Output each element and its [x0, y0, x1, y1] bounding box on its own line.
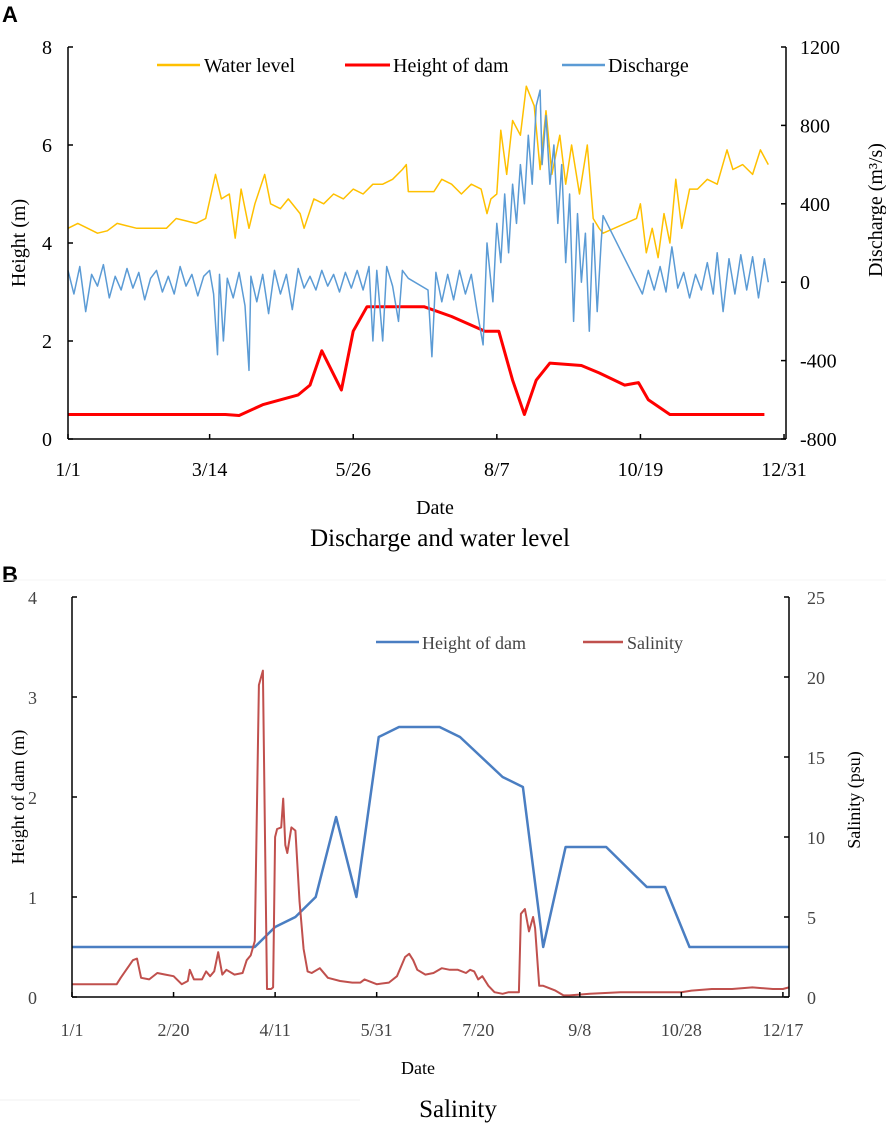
x-tick-label: 7/20 — [462, 1020, 494, 1040]
chart-a: 1/1 3/14 5/26 8/7 10/19 12/31 0 2 4 6 8 -800 -400 0 40… — [42, 37, 840, 481]
chart-b-ylabel: Height of dam (m) — [8, 730, 29, 864]
x-tick-label: 5/31 — [361, 1020, 393, 1040]
x-tick-label: 10/19 — [618, 459, 664, 481]
series-line-water-level — [67, 85, 769, 259]
x-tick-label: 12/17 — [762, 1020, 803, 1040]
series-line-salinity — [72, 669, 790, 997]
y2-tick-label: -400 — [800, 351, 837, 373]
x-tick-label: 1/1 — [60, 1020, 83, 1040]
y-tick-label: 6 — [42, 135, 52, 157]
series-line-height-of-dam — [72, 725, 789, 949]
x-tick-label: 4/11 — [259, 1020, 290, 1040]
y-tick-label: 0 — [28, 988, 37, 1008]
chart-a-y2label: Discharge (m³/s) — [865, 143, 886, 277]
y2-tick-label: 15 — [807, 748, 825, 768]
y2-tick-label: 400 — [800, 194, 830, 216]
y-tick-label: 4 — [42, 233, 52, 255]
y-tick-label: 4 — [28, 588, 37, 608]
chart-b-y2label: Salinity (psu) — [844, 751, 865, 849]
x-tick-label: 5/26 — [335, 459, 371, 481]
x-tick-label: 8/7 — [484, 459, 510, 481]
x-tick-label: 2/20 — [158, 1020, 190, 1040]
y2-tick-label: 0 — [800, 272, 810, 294]
y-tick-label: 1 — [28, 888, 37, 908]
y-tick-label: 3 — [28, 688, 37, 708]
y2-tick-label: 20 — [807, 668, 825, 688]
y2-tick-label: 0 — [807, 988, 816, 1008]
x-tick-label: 10/28 — [661, 1020, 702, 1040]
x-tick-label: 3/14 — [192, 459, 228, 481]
x-tick-label: 1/1 — [55, 459, 81, 481]
x-tick-label: 9/8 — [568, 1020, 591, 1040]
y2-tick-label: 10 — [807, 828, 825, 848]
chart-a-xlabel: Date — [416, 497, 454, 519]
series-line-discharge — [67, 89, 770, 372]
y2-tick-label: 1200 — [800, 37, 840, 59]
panel-label-a: A — [2, 2, 18, 27]
panel-label-b: B — [2, 562, 18, 587]
chart-a-title: Discharge and water level — [310, 525, 570, 552]
legend-label: Water level — [204, 55, 296, 77]
legend-label: Height of dam — [393, 55, 509, 77]
y2-tick-label: 5 — [807, 908, 816, 928]
y-tick-label: 8 — [42, 37, 52, 59]
chart-b: 1/1 2/20 4/11 5/31 7/20 9/8 10/28 12/1701234051… — [28, 588, 825, 1040]
y-tick-label: 0 — [42, 429, 52, 451]
legend-label: Discharge — [608, 55, 689, 77]
x-tick-label: 12/31 — [761, 459, 807, 481]
y-tick-label: 2 — [42, 331, 52, 353]
chart-a-ylabel: Height (m) — [8, 199, 30, 287]
y2-tick-label: -800 — [800, 429, 837, 451]
legend-label: Salinity — [627, 633, 683, 653]
y-tick-label: 2 — [28, 788, 37, 808]
legend-label: Height of dam — [422, 633, 526, 653]
y2-tick-label: 25 — [807, 588, 825, 608]
chart-b-title: Salinity — [419, 1096, 497, 1123]
y2-tick-label: 800 — [800, 115, 830, 137]
chart-b-xlabel: Date — [401, 1058, 435, 1078]
series-line-height-of-dam — [68, 305, 765, 417]
